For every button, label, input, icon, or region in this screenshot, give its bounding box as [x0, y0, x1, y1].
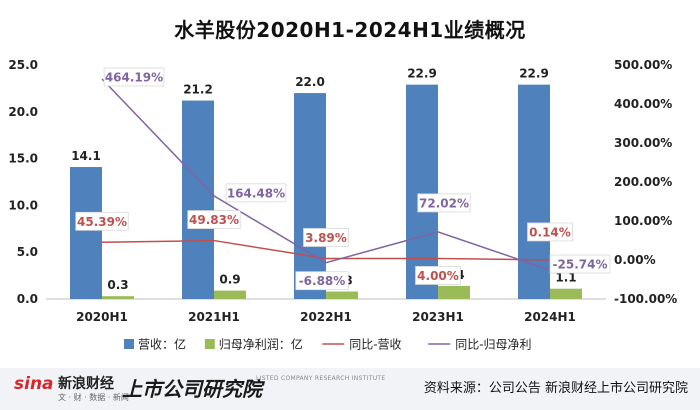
data-labels: 14.121.222.022.922.90.30.90.81.41.145.39… — [71, 67, 611, 292]
y-right-tick-label: 300.00% — [614, 136, 672, 150]
chart-title: 水羊股份2020H1-2024H1业绩概况 — [174, 18, 526, 42]
line-value-label: 0.14% — [529, 225, 571, 239]
y-left-tick-label: 5.0 — [17, 245, 38, 259]
bar-value-label: 14.1 — [71, 149, 101, 163]
line-label-box — [415, 266, 461, 285]
research-institute-english: LISTED COMPANY RESEARCH INSTITUTE — [256, 375, 386, 382]
bar — [182, 100, 214, 300]
axes: 0.0 5.0 10.0 15.0 20.0 25.0 -100.00% 0.00% 100.0… — [8, 58, 677, 324]
bar — [518, 84, 550, 299]
y-left-tick-label: 25.0 — [8, 58, 38, 72]
lines — [101, 78, 551, 271]
research-institute-logo: 上市公司研究院 — [122, 377, 262, 401]
x-tick-label: 2020H1 — [76, 310, 128, 324]
y-right-tick-label: -100.00% — [614, 292, 677, 306]
line-value-label: 464.19% — [105, 70, 163, 84]
line-value-label: 164.48% — [227, 186, 285, 200]
y-left-tick-label: 10.0 — [8, 198, 38, 212]
y-right-tick-label: 0.00% — [614, 253, 656, 267]
bar — [102, 296, 134, 299]
y-right-tick-label: 100.00% — [614, 214, 672, 228]
legend-label: 归母净利润：亿 — [219, 337, 303, 352]
y-right-tick-label: 500.00% — [614, 58, 672, 72]
legend-swatch — [124, 339, 134, 349]
bar-value-label: 22.0 — [295, 75, 325, 89]
line-label-box — [303, 228, 349, 247]
bar — [406, 84, 438, 299]
line-value-label: -25.74% — [553, 258, 608, 272]
line-label-box — [549, 254, 611, 274]
bar-value-label: 1.1 — [555, 271, 576, 285]
sina-finance-name: 新浪财经 — [58, 376, 114, 392]
sina-logo: sina — [14, 374, 54, 394]
line-label-box — [75, 211, 129, 231]
line-value-label: 72.02% — [419, 196, 469, 210]
line-label-box — [417, 193, 471, 213]
line-label-box — [225, 183, 287, 203]
legend-swatch — [204, 339, 215, 349]
line-value-label: 3.89% — [305, 231, 347, 245]
line-label-box — [295, 271, 349, 291]
y-right-tick-label: 400.00% — [614, 97, 672, 111]
bars — [70, 84, 582, 300]
series-line — [101, 239, 551, 261]
bar — [326, 291, 358, 299]
bar — [550, 288, 582, 299]
line-label-box — [527, 222, 573, 242]
sina-finance-subtitle: 文 · 财 · 数据 · 新闻 — [58, 393, 129, 402]
legend-label: 营收：亿 — [138, 337, 186, 352]
chart-svg: 0.0 5.0 10.0 15.0 20.0 25.0 -100.00% 0.00% 100.0… — [8, 58, 677, 352]
line-value-label: 4.00% — [417, 269, 459, 283]
y-right-tick-label: 200.00% — [614, 175, 672, 189]
bar — [438, 285, 470, 299]
bar-value-label: 22.9 — [407, 67, 437, 81]
line-label-box — [187, 210, 241, 229]
line-value-label: -6.88% — [299, 274, 346, 288]
legend-label: 同比-归母净利 — [455, 338, 531, 352]
bar — [214, 290, 246, 299]
bar — [294, 93, 326, 299]
bar-value-label: 22.9 — [519, 67, 549, 81]
x-tick-label: 2021H1 — [188, 310, 240, 324]
footer-bar — [0, 368, 700, 410]
line-value-label: 49.83% — [189, 213, 239, 227]
y-left-tick-label: 15.0 — [8, 152, 38, 166]
x-tick-label: 2022H1 — [300, 310, 352, 324]
bar-value-label: 0.9 — [219, 273, 240, 287]
data-source: 资料来源：公司公告 新浪财经上市公司研究院 — [423, 381, 688, 396]
bar-value-label: 0.3 — [107, 278, 128, 292]
y-left-tick-label: 20.0 — [8, 105, 38, 119]
bar-value-label: 21.2 — [183, 83, 213, 97]
legend: 营收：亿 归母净利润：亿 同比-营收 同比-归母净利 — [124, 337, 532, 352]
x-tick-label: 2023H1 — [412, 310, 464, 324]
line-value-label: 45.39% — [77, 215, 127, 229]
y-left-tick-label: 0.0 — [17, 292, 38, 306]
x-tick-label: 2024H1 — [524, 310, 576, 324]
line-label-box — [103, 67, 165, 87]
series-line — [101, 78, 551, 271]
bar — [70, 167, 102, 299]
legend-label: 同比-营收 — [349, 338, 401, 352]
